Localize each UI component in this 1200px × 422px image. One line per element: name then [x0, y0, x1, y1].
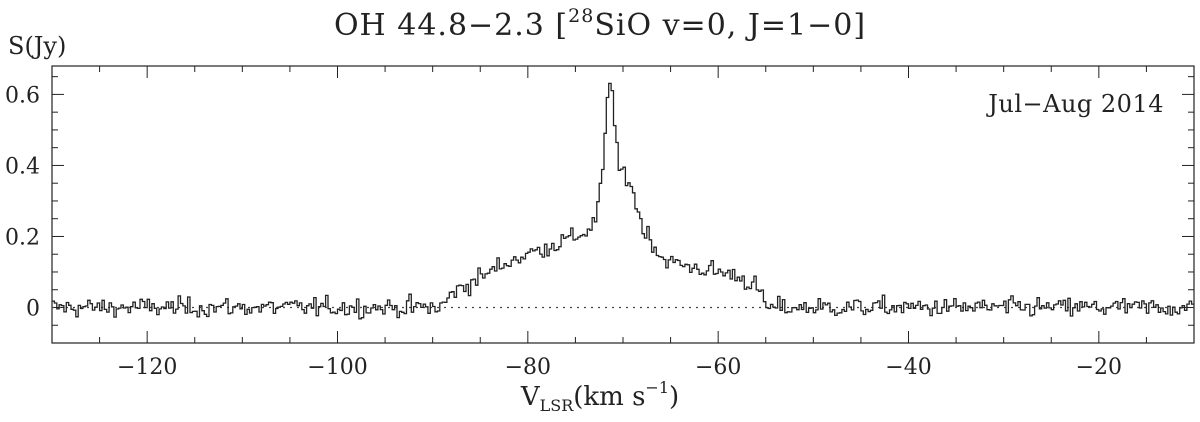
x-tick-label: −80 [505, 355, 551, 380]
x-tick-label: −120 [117, 355, 177, 380]
chart-title: OH 44.8−2.3 [28SiO v=0, J=1−0] [333, 5, 867, 44]
x-tick-label: −20 [1076, 355, 1122, 380]
plot-frame [51, 65, 1195, 344]
x-axis-label: VLSR(km s−1) [520, 378, 680, 415]
x-tick-label: −40 [885, 355, 931, 380]
spectrum-line [52, 82, 1194, 320]
y-tick-label: 0.6 [5, 83, 40, 108]
epoch-annotation: Jul−Aug 2014 [988, 90, 1164, 118]
x-tick-label: −100 [307, 355, 367, 380]
x-tick-label: −60 [695, 355, 741, 380]
y-axis-label: S(Jy) [8, 32, 67, 60]
y-tick-label: 0.4 [5, 154, 40, 179]
y-tick-label: 0.2 [5, 225, 40, 250]
y-tick-label: 0 [26, 296, 40, 321]
